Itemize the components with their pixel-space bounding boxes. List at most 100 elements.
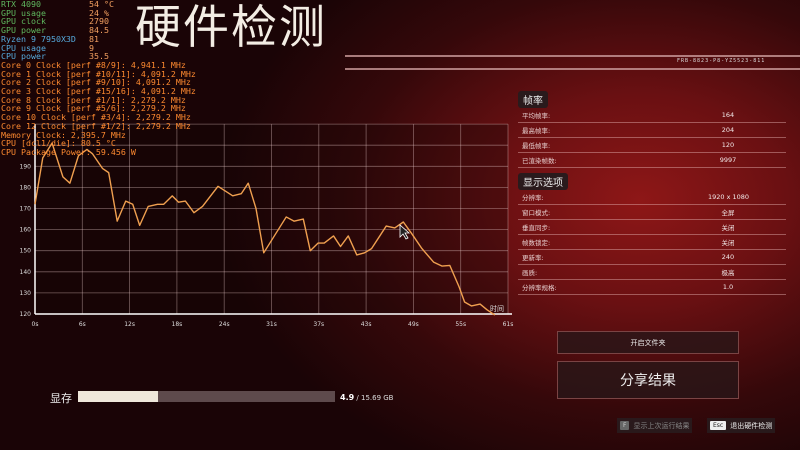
stat-value: 1.0: [722, 283, 734, 291]
osd-line: GPU clock 2790: [1, 17, 196, 26]
show-last-run-button[interactable]: F 显示上次运行结果: [617, 418, 693, 433]
osd-line: Memory Clock: 2,395.7 MHz: [1, 129, 126, 140]
osd-value: 2790: [89, 16, 109, 27]
stat-row: 分辨率: 1920 x 1080: [518, 190, 786, 205]
osd-label: GPU clock: [1, 16, 46, 27]
stat-value: 极高: [721, 269, 735, 277]
vram-readout: 4.9 / 15.69 GB: [340, 393, 393, 402]
fps-line: [34, 142, 496, 316]
stat-label: 已渲染帧数:: [522, 157, 557, 165]
fps-section: 帧率 平均帧率: 164 最高帧率: 204 最低帧率: 120 已渲染帧数: 9997: [518, 89, 786, 168]
osd-line: Core 2 Clock [perf #9/10]: 4,091.2 MHz: [1, 77, 191, 88]
osd-label: GPU usage: [1, 7, 46, 18]
y-tick-label: 150: [20, 248, 32, 255]
serial-code: FRB-8823-P8-YZ5523-811: [677, 58, 766, 64]
stat-label: 画质:: [522, 269, 538, 277]
stat-row: 垂直同步: 关闭: [518, 220, 786, 235]
osd-value: 81: [89, 33, 99, 44]
display-section: 显示选项 分辨率: 1920 x 1080 窗口模式: 全屏 垂直同步: 关闭 帧数锁定: 关…: [518, 171, 786, 295]
stat-label: 窗口模式:: [522, 209, 551, 217]
exit-label: 退出硬件检测: [730, 421, 773, 430]
y-tick-label: 120: [20, 311, 32, 318]
osd-value: 24 %: [89, 7, 109, 18]
exit-button[interactable]: Esc 退出硬件检测: [707, 418, 776, 433]
osd-line: RTX 4090 54 °C: [1, 0, 196, 9]
esc-key-icon: Esc: [710, 421, 727, 430]
stat-label: 最低帧率:: [522, 142, 551, 150]
vram-used: 4.9: [340, 393, 355, 402]
stat-value: 240: [721, 253, 735, 261]
stat-row: 最高帧率: 204: [518, 123, 786, 138]
osd-line: CPU power 35.5: [1, 52, 196, 61]
osd-line: GPU usage 24 %: [1, 7, 196, 18]
x-tick-label: 12s: [124, 321, 135, 328]
stat-value: 1920 x 1080: [708, 193, 750, 201]
osd-line: CPU usage 9: [1, 42, 196, 53]
x-tick-label: 18s: [172, 321, 183, 328]
x-tick-label: 24s: [219, 321, 230, 328]
x-tick-label: 55s: [455, 321, 466, 328]
osd-line: Ryzen 9 7950X3D 81: [1, 33, 196, 44]
plot-area: [35, 124, 508, 314]
y-tick-label: 170: [20, 206, 32, 213]
stat-row: 已渲染帧数: 9997: [518, 153, 786, 168]
osd-line: Core 10 Clock [perf #3/4]: 2,279.2 MHz: [1, 112, 191, 123]
stat-value: 204: [721, 126, 735, 134]
f-key-icon: F: [620, 421, 630, 430]
stat-label: 更新率:: [522, 254, 544, 262]
share-results-button[interactable]: 分享结果: [557, 361, 739, 399]
stat-value: 关闭: [721, 224, 735, 232]
osd-value: 35.5: [89, 51, 109, 62]
osd-line: CPU [dcl1/die]: 80.5 °C: [1, 138, 116, 149]
stat-label: 分辨率规格:: [522, 284, 557, 292]
osd-line: Core 8 Clock [perf #1/1]: 2,279.2 MHz: [1, 94, 186, 105]
osd-line: Core 9 Clock [perf #5/6]: 2,279.2 MHz: [1, 103, 186, 114]
stat-row: 帧数锁定: 关闭: [518, 235, 786, 250]
stat-row: 平均帧率: 164: [518, 108, 786, 123]
stat-row: 更新率: 240: [518, 250, 786, 265]
open-folder-button[interactable]: 开启文件夹: [557, 331, 739, 354]
osd-line: Core 1 Clock [perf #10/11]: 4,091.2 MHz: [1, 68, 196, 79]
x-tick-label: 37s: [313, 321, 324, 328]
stat-value: 164: [721, 111, 735, 119]
show-last-run-label: 显示上次运行结果: [633, 421, 690, 430]
stat-value: 9997: [719, 156, 737, 164]
osd-value: 54 °C: [89, 0, 114, 9]
y-tick-label: 140: [20, 269, 32, 276]
osd-line: GPU power 84.5: [1, 26, 196, 35]
header-divider-top: [345, 55, 800, 57]
osd-label: GPU power: [1, 25, 46, 36]
stat-label: 最高帧率:: [522, 127, 551, 135]
stat-row: 窗口模式: 全屏: [518, 205, 786, 220]
x-tick-label: 31s: [266, 321, 277, 328]
stat-label: 垂直同步:: [522, 224, 551, 232]
vram-bar-fill: [78, 391, 159, 402]
stat-row: 画质: 极高: [518, 265, 786, 280]
osd-line: Core 0 Clock [perf #8/9]: 4,941.1 MHz: [1, 59, 186, 70]
x-axis-label: 时间: [490, 304, 504, 313]
osd-line: CPU Package Power: 59.456 W: [1, 146, 136, 157]
x-tick-label: 61s: [503, 321, 514, 328]
x-tick-label: 43s: [361, 321, 372, 328]
stat-label: 帧数锁定:: [522, 239, 551, 247]
fps-header: 帧率: [518, 91, 548, 108]
osd-label: CPU power: [1, 51, 46, 62]
stat-row: 最低帧率: 120: [518, 138, 786, 153]
y-tick-label: 160: [20, 227, 32, 234]
y-tick-label: 180: [20, 184, 32, 191]
mouse-cursor-icon: [399, 224, 411, 240]
display-header: 显示选项: [518, 173, 568, 190]
x-tick-label: 0s: [32, 321, 39, 328]
osd-line: Core 12 Clock [perf #1/2]: 2,279.2 MHz: [1, 120, 191, 131]
x-tick-label: 6s: [79, 321, 86, 328]
vram-total: / 15.69 GB: [356, 394, 394, 402]
osd-label: CPU usage: [1, 42, 46, 53]
osd-label: Ryzen 9 7950X3D: [1, 33, 76, 44]
y-tick-label: 190: [20, 163, 32, 170]
stat-value: 120: [721, 141, 735, 149]
header-divider-bottom: [345, 68, 800, 70]
stat-value: 关闭: [721, 239, 735, 247]
stat-label: 平均帧率:: [522, 112, 551, 120]
fps-chart: 0s 6s 12s 18s 24s 31s 37s 43s 49s 55s 61s 120 130 140…: [20, 123, 514, 328]
osd-line: Core 3 Clock [perf #15/16]: 4,091.2 MHz: [1, 86, 196, 97]
